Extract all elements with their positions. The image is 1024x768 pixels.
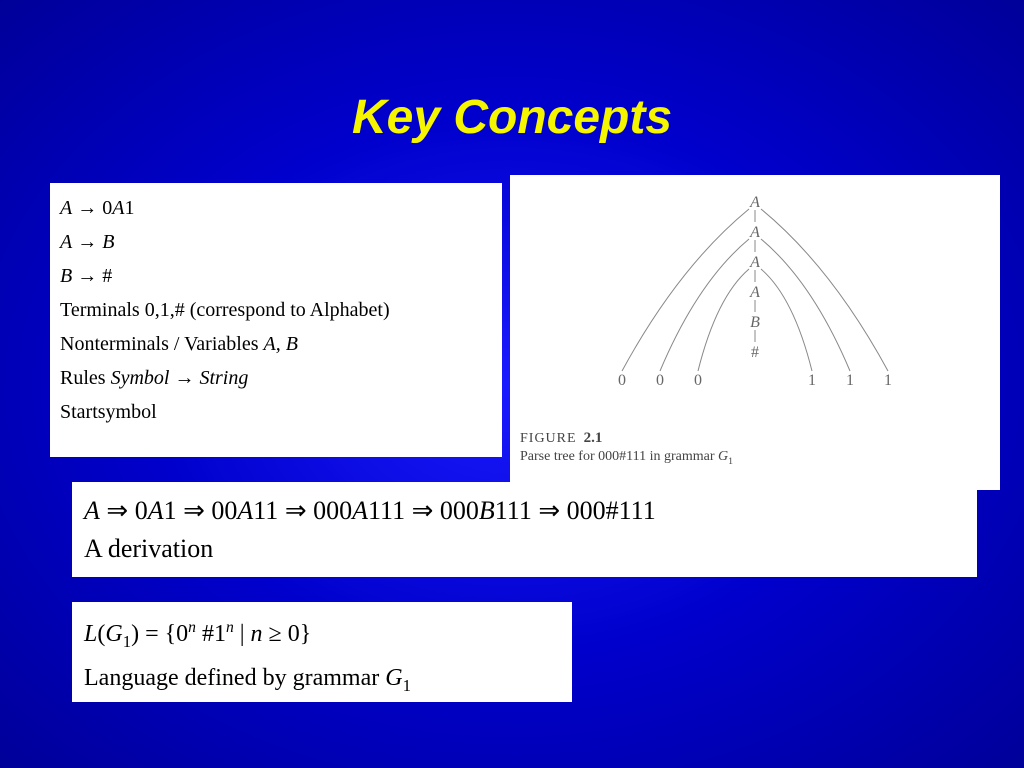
figure-number: 2.1 [584, 430, 603, 446]
lang-ge: ≥ 0} [263, 621, 312, 647]
language-box: L(G1) = {0n #1n | n ≥ 0} Language define… [72, 602, 572, 702]
nonterminals-vars: A, B [263, 333, 297, 355]
figure-caption: FIGURE 2.1 Parse tree for 000#111 in gra… [510, 425, 1000, 471]
lang-G: G [105, 621, 122, 647]
lang-n: n [251, 621, 263, 647]
svg-text:B: B [750, 314, 760, 331]
rule-1: A → 0A1 [60, 191, 492, 225]
arrow-icon: → [77, 231, 97, 253]
terminals-line: Terminals 0,1,# (correspond to Alphabet) [60, 293, 492, 327]
language-label-G: G [385, 665, 402, 691]
arrow-icon: → [77, 265, 97, 287]
rules-rhs: String [199, 367, 248, 389]
rules-prefix: Rules [60, 367, 111, 389]
arrow-icon: → [77, 197, 97, 219]
lang-bar: | [234, 621, 251, 647]
derivation-label: A derivation [84, 530, 965, 568]
nonterminals-prefix: Nonterminals / Variables [60, 333, 263, 355]
svg-text:#: # [751, 344, 759, 361]
lang-exp1: n [188, 619, 196, 636]
parse-tree-figure: AAAAB#000111 FIGURE 2.1 Parse tree for 0… [510, 175, 1000, 490]
rule-lhs: A [60, 231, 72, 253]
figure-caption-text: Parse tree for 000#111 in grammar [520, 449, 718, 464]
language-label-prefix: Language defined by grammar [84, 665, 385, 691]
rule-rhs-var: A [112, 197, 124, 219]
figure-grammar-G: G [718, 449, 728, 464]
svg-text:0: 0 [656, 372, 664, 389]
language-label-sub: 1 [403, 676, 411, 695]
startsymbol-line: Startsymbol [60, 395, 492, 429]
arrow-icon: → [174, 367, 194, 389]
grammar-box: A → 0A1 A → B B → # Terminals 0,1,# (cor… [50, 183, 502, 457]
rule-2: A → B [60, 225, 492, 259]
rule-rhs: B [102, 231, 114, 253]
derivation-line: A ⇒ 0A1 ⇒ 00A11 ⇒ 000A111 ⇒ 000B111 ⇒ 00… [84, 492, 965, 530]
slide-title: Key Concepts [0, 90, 1024, 145]
svg-text:A: A [749, 194, 760, 211]
svg-text:1: 1 [846, 372, 854, 389]
rules-lhs: Symbol [111, 367, 170, 389]
parse-tree-svg: AAAAB#000111 [510, 175, 1000, 425]
language-label: Language defined by grammar G1 [84, 660, 560, 704]
rule-lhs: B [60, 265, 72, 287]
svg-text:A: A [749, 284, 760, 301]
lang-close: ) = {0 [131, 621, 188, 647]
rule-rhs-pre: 0 [102, 197, 112, 219]
svg-text:A: A [749, 254, 760, 271]
svg-text:1: 1 [808, 372, 816, 389]
lang-sub: 1 [123, 632, 131, 651]
lang-mid: #1 [196, 621, 226, 647]
figure-label: FIGURE [520, 431, 577, 446]
svg-text:0: 0 [618, 372, 626, 389]
rule-3: B → # [60, 259, 492, 293]
derivation-box: A ⇒ 0A1 ⇒ 00A11 ⇒ 000A111 ⇒ 000B111 ⇒ 00… [72, 482, 977, 577]
language-formula: L(G1) = {0n #1n | n ≥ 0} [84, 610, 560, 660]
nonterminals-line: Nonterminals / Variables A, B [60, 327, 492, 361]
svg-text:A: A [749, 224, 760, 241]
rules-line: Rules Symbol → String [60, 361, 492, 395]
rule-lhs: A [60, 197, 72, 219]
lang-exp2: n [226, 619, 234, 636]
svg-text:0: 0 [694, 372, 702, 389]
figure-grammar-sub: 1 [728, 456, 733, 467]
rule-rhs-post: 1 [124, 197, 134, 219]
lang-L: L [84, 621, 97, 647]
rule-rhs: # [102, 265, 112, 287]
svg-text:1: 1 [884, 372, 892, 389]
